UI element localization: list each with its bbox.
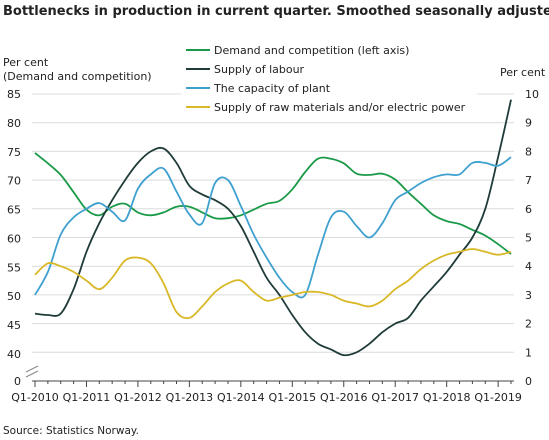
axis-break-mark bbox=[25, 365, 39, 378]
gridlines bbox=[32, 93, 514, 353]
y-right-tick-label: 10 bbox=[525, 88, 539, 101]
y-right-axis-title: Per cent bbox=[500, 66, 546, 79]
y-right-tick-label: 8 bbox=[525, 145, 532, 158]
y-left-tick-label: 45 bbox=[7, 319, 21, 332]
x-tick-label: Q1-2013 bbox=[166, 391, 214, 404]
y-right-tick-label: 9 bbox=[525, 117, 532, 130]
y-right-tick-label: 4 bbox=[525, 260, 532, 273]
x-tick-label: Q1-2015 bbox=[268, 391, 316, 404]
y-right-tick-label: 2 bbox=[525, 318, 532, 331]
y-left-tick-label: 60 bbox=[7, 232, 21, 245]
x-tick-label: Q1-2014 bbox=[217, 391, 265, 404]
series-line-3 bbox=[34, 156, 512, 299]
legend-entry-label: The capacity of plant bbox=[213, 82, 331, 95]
y-right-tick-label: 6 bbox=[525, 203, 532, 216]
y-right-tick-label: 7 bbox=[525, 174, 532, 187]
legend-box bbox=[181, 41, 477, 117]
y-left-axis-subtitle: (Demand and competition) bbox=[3, 70, 152, 83]
x-tick-label: Q1-2019 bbox=[474, 391, 522, 404]
y-left-tick-label: 50 bbox=[7, 290, 21, 303]
y-right-tick-label: 0 bbox=[525, 375, 532, 388]
x-tick-label: Q1-2011 bbox=[63, 391, 111, 404]
x-tick-label: Q1-2012 bbox=[114, 391, 162, 404]
y-right-tick-label: 5 bbox=[525, 232, 532, 245]
y-left-tick-label: 0 bbox=[14, 375, 21, 388]
y-left-tick-label: 80 bbox=[7, 117, 21, 130]
series-line-2 bbox=[34, 99, 512, 357]
legend: Demand and competition (left axis) Supply… bbox=[181, 41, 477, 117]
x-tick-label: Q1-2010 bbox=[11, 391, 59, 404]
x-tick-label: Q1-2016 bbox=[320, 391, 368, 404]
legend-entry-label: Supply of labour bbox=[214, 63, 305, 76]
x-tick-label: Q1-2018 bbox=[423, 391, 471, 404]
legend-entry-label: Demand and competition (left axis) bbox=[214, 44, 409, 57]
y-left-axis-title: Per cent bbox=[3, 56, 49, 69]
y-left-tick-label: 70 bbox=[7, 175, 21, 188]
series-line-4 bbox=[34, 248, 512, 320]
source-note: Source: Statistics Norway. bbox=[3, 425, 139, 437]
legend-entry-label: Supply of raw materials and/or electric … bbox=[214, 101, 466, 114]
y-left-tick-label: 40 bbox=[7, 348, 21, 361]
series-lines bbox=[34, 99, 512, 357]
y-left-tick-label: 55 bbox=[7, 261, 21, 274]
x-tick-label: Q1-2017 bbox=[371, 391, 419, 404]
chart-title: Bottlenecks in production in current qua… bbox=[3, 4, 549, 19]
series-line-1 bbox=[34, 152, 512, 255]
y-left-tick-label: 85 bbox=[7, 88, 21, 101]
y-left-tick-label: 65 bbox=[7, 204, 21, 217]
y-right-tick-label: 1 bbox=[525, 346, 532, 359]
y-right-tick-label: 3 bbox=[525, 289, 532, 302]
y-left-tick-label: 75 bbox=[7, 146, 21, 159]
